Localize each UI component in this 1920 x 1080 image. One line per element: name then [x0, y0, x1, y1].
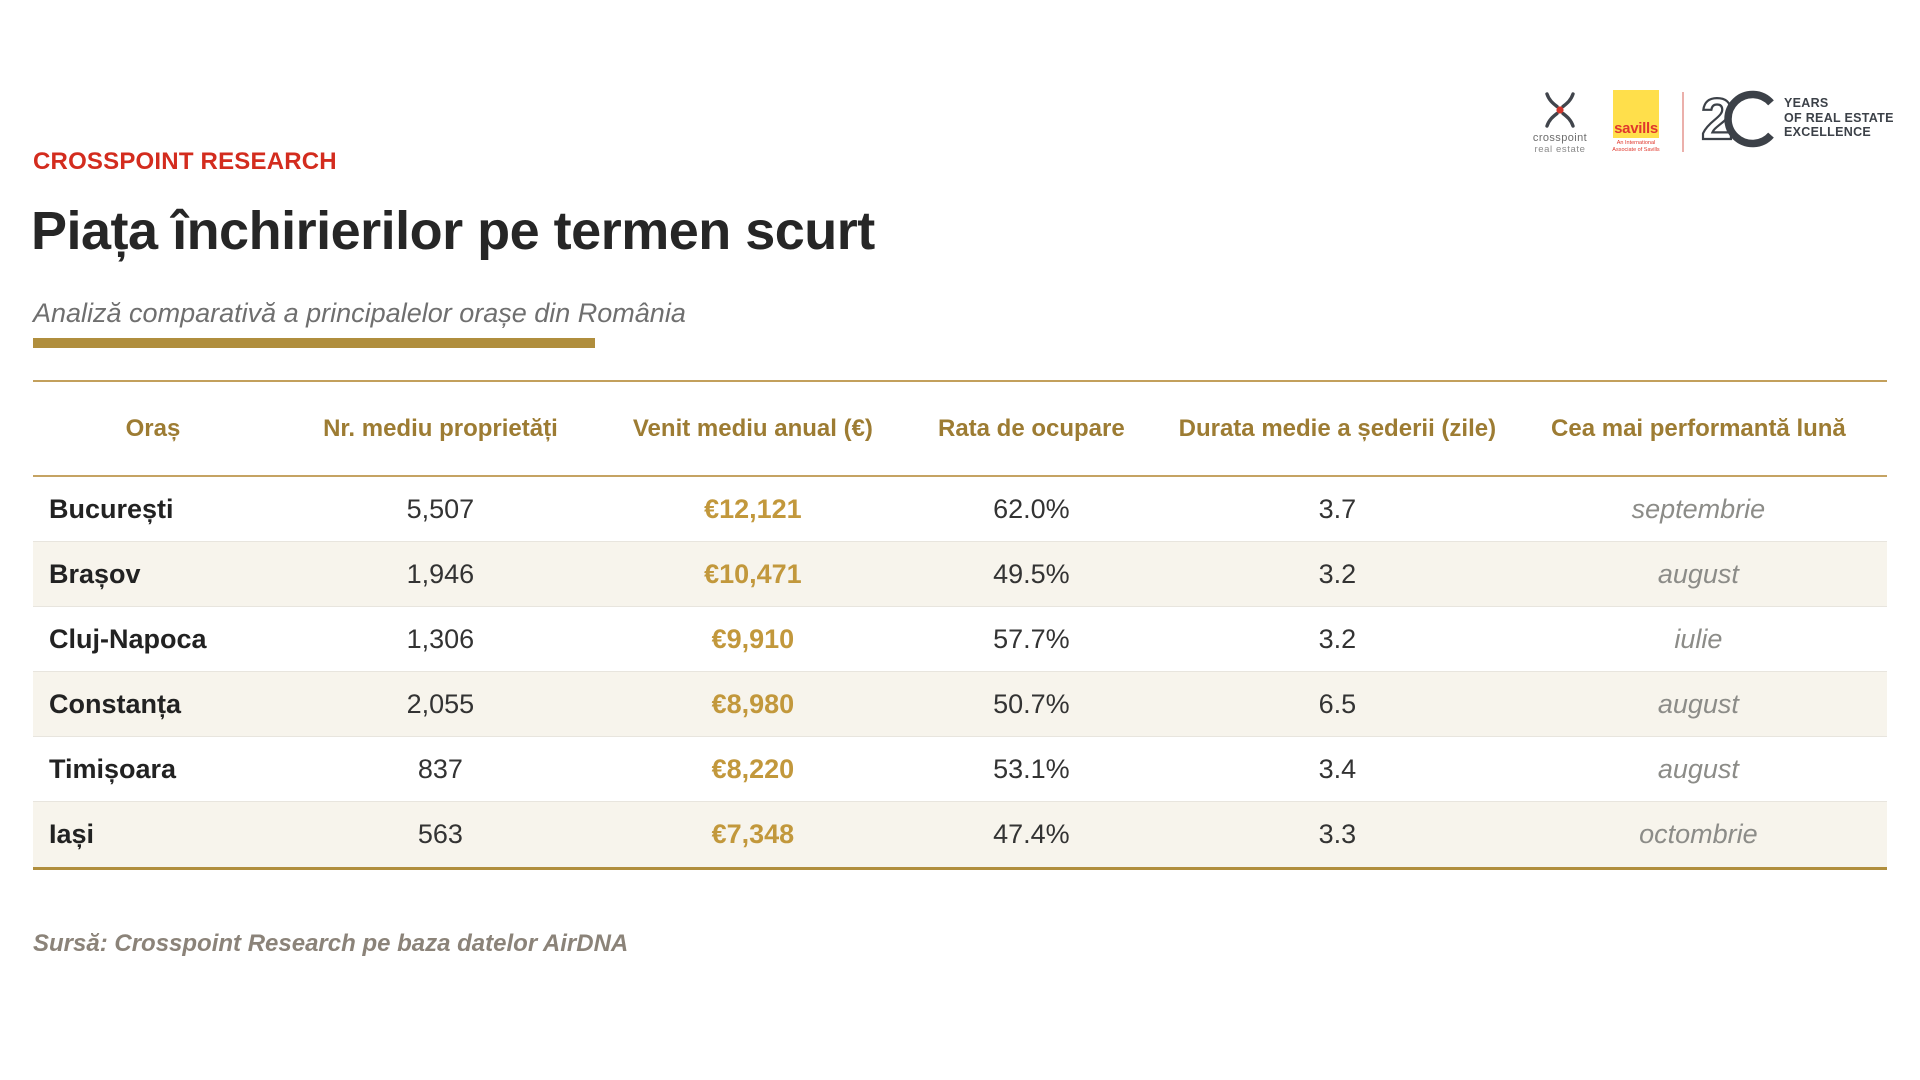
cell-occupancy: 47.4% — [993, 819, 1070, 849]
cell-city: Brașov — [49, 558, 141, 589]
cell-city: Timișoara — [49, 753, 177, 784]
cell-month: august — [1657, 558, 1739, 589]
table-row-constanta: Constanța 2,055 €8,980 50.7% 6.5 august — [33, 672, 1887, 737]
cell-stay: 3.4 — [1318, 753, 1357, 784]
table-row-brasov: Brașov 1,946 €10,471 49.5% 3.2 august — [33, 542, 1887, 607]
cell-properties: 563 — [417, 819, 463, 849]
cell-city: Cluj-Napoca — [49, 623, 207, 654]
column-header-month: Cea mai performantă lună — [1551, 414, 1846, 442]
cell-revenue: €8,980 — [711, 688, 795, 719]
column-header-stay: Durata medie a șederii (zile) — [1178, 414, 1497, 442]
cell-revenue: €12,121 — [704, 493, 802, 524]
rental-comparison-table: Oraș Nr. mediu proprietăți Venit mediu a… — [33, 380, 1887, 870]
table-row-cluj-napoca: Cluj-Napoca 1,306 €9,910 57.7% 3.2 iulie — [33, 607, 1887, 672]
savills-logo: savills An International Associate of Sa… — [1606, 90, 1666, 153]
crosspoint-logo-subtext: real estate — [1534, 144, 1586, 155]
table-row-timisoara: Timișoara 837 €8,220 53.1% 3.4 august — [33, 737, 1887, 802]
cell-stay: 3.2 — [1318, 623, 1357, 654]
logo-divider — [1682, 92, 1684, 152]
table-header-row: Oraș Nr. mediu proprietăți Venit mediu a… — [33, 382, 1887, 477]
anniversary-line3: EXCELLENCE — [1784, 125, 1872, 139]
cell-month: august — [1657, 753, 1739, 784]
column-header-revenue: Venit mediu anual (€) — [632, 414, 873, 442]
cell-city: Constanța — [49, 688, 182, 719]
anniversary-text: YEARS OF REAL ESTATE EXCELLENCE — [1784, 96, 1894, 140]
accent-underline — [33, 338, 595, 348]
cell-city: București — [49, 493, 174, 524]
cell-properties: 837 — [417, 753, 463, 784]
cell-stay: 3.7 — [1318, 493, 1357, 524]
cell-properties: 5,507 — [406, 493, 475, 524]
cell-month: iulie — [1674, 623, 1723, 654]
cell-stay: 3.2 — [1318, 558, 1357, 589]
cell-month: august — [1657, 688, 1739, 719]
cell-occupancy: 49.5% — [993, 558, 1070, 589]
cell-properties: 1,946 — [406, 558, 475, 589]
table-row-iasi: Iași 563 €7,348 47.4% 3.3 octombrie — [33, 802, 1887, 867]
cell-occupancy: 53.1% — [993, 753, 1070, 784]
page-subtitle: Analiză comparativă a principalelor oraș… — [33, 298, 686, 328]
cell-revenue: €9,910 — [711, 623, 795, 654]
cell-revenue: €8,220 — [711, 753, 795, 784]
savills-logo-subtext: An International Associate of Savills — [1612, 140, 1660, 153]
cell-stay: 6.5 — [1318, 688, 1357, 719]
eyebrow-label: CROSSPOINT RESEARCH — [33, 148, 337, 175]
cell-month: septembrie — [1631, 493, 1766, 524]
table-row-bucuresti: București 5,507 €12,121 62.0% 3.7 septem… — [33, 477, 1887, 542]
anniversary-line1: YEARS — [1784, 96, 1829, 110]
cell-properties: 2,055 — [406, 688, 475, 719]
logo-strip: crosspoint real estate savills An Intern… — [1528, 90, 1894, 162]
cell-occupancy: 62.0% — [993, 493, 1070, 524]
source-note: Sursă: Crosspoint Research pe baza datel… — [33, 930, 629, 957]
column-header-occupancy: Rata de ocupare — [937, 414, 1125, 442]
cell-occupancy: 50.7% — [993, 688, 1070, 719]
crosspoint-logo: crosspoint real estate — [1528, 90, 1592, 155]
cell-stay: 3.3 — [1318, 819, 1357, 849]
cell-revenue: €10,471 — [704, 558, 802, 589]
column-header-properties: Nr. mediu proprietăți — [323, 414, 558, 442]
cell-revenue: €7,348 — [711, 819, 795, 849]
crosspoint-mark-icon — [1545, 92, 1575, 128]
cell-month: octombrie — [1639, 819, 1758, 849]
cell-city: Iași — [49, 819, 95, 849]
anniversary-20-icon: 2 — [1700, 90, 1774, 150]
cell-properties: 1,306 — [406, 623, 475, 654]
savills-logo-text: savills — [1614, 120, 1658, 137]
savills-logo-box: savills — [1613, 90, 1659, 138]
crosspoint-logo-text: crosspoint — [1532, 132, 1588, 144]
anniversary-line2: OF REAL ESTATE — [1784, 110, 1894, 125]
anniversary-logo: 2 YEARS OF REAL ESTATE EXCELLENCE — [1700, 90, 1894, 150]
column-header-city: Oraș — [125, 414, 181, 442]
cell-occupancy: 57.7% — [993, 623, 1070, 654]
page-title: Piața închirierilor pe termen scurt — [31, 201, 875, 261]
